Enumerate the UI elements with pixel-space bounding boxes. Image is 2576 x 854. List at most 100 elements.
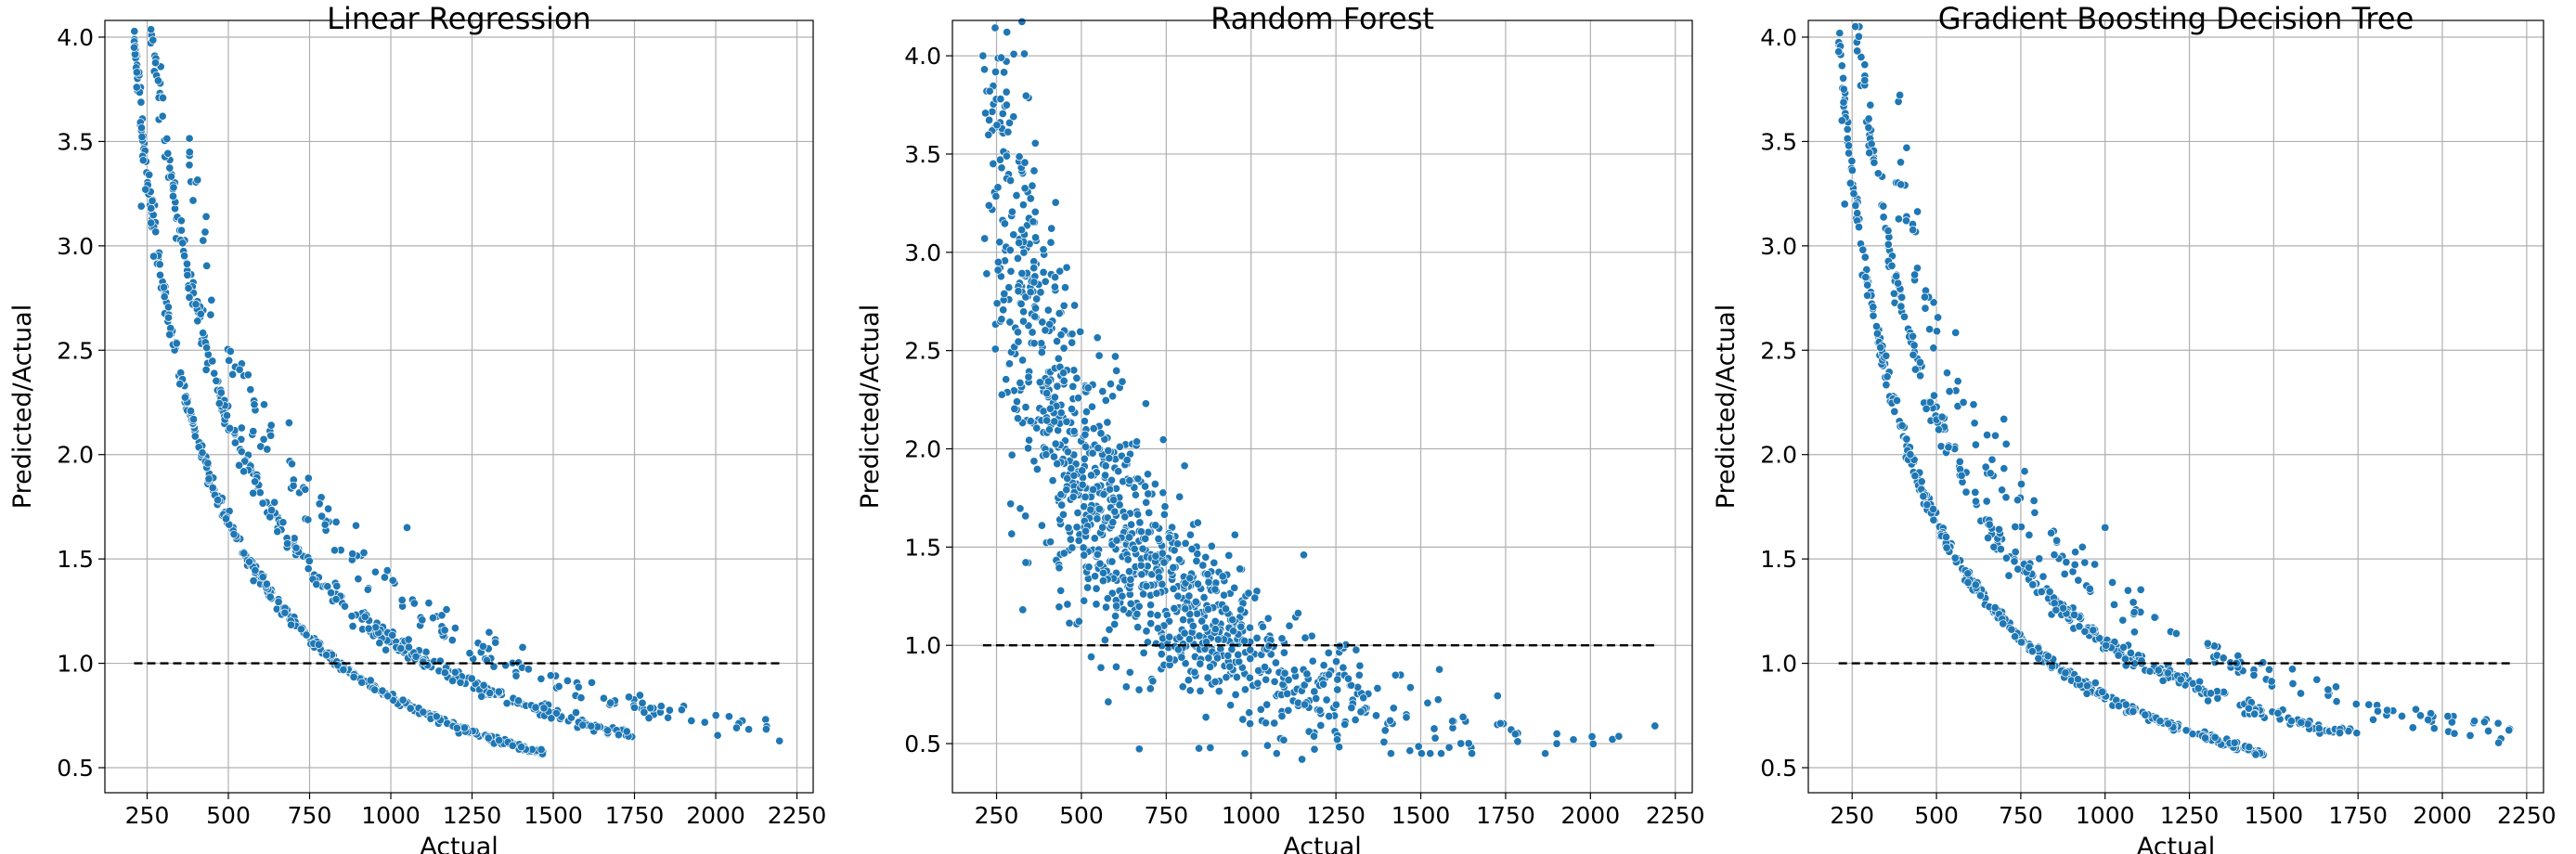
data-point bbox=[1224, 550, 1234, 560]
data-point bbox=[571, 708, 581, 718]
data-point bbox=[2029, 496, 2039, 505]
data-point bbox=[1098, 523, 1107, 532]
data-point bbox=[185, 148, 194, 157]
data-point bbox=[2050, 599, 2059, 608]
data-point bbox=[2352, 729, 2362, 738]
data-point bbox=[226, 423, 235, 433]
x-axis-label: Actual bbox=[1283, 833, 1362, 854]
data-point bbox=[2071, 548, 2080, 557]
data-point bbox=[467, 674, 476, 683]
y-tick-label: 3.5 bbox=[1760, 128, 1797, 155]
data-point bbox=[1152, 589, 1161, 598]
data-point bbox=[984, 130, 993, 139]
data-point bbox=[1041, 277, 1050, 286]
data-point bbox=[1213, 635, 1223, 644]
data-point bbox=[1417, 749, 1426, 758]
data-point bbox=[1063, 447, 1072, 457]
data-point bbox=[995, 155, 1004, 164]
data-point bbox=[1258, 622, 1267, 631]
data-point bbox=[1909, 226, 1918, 235]
data-point bbox=[1103, 594, 1112, 603]
data-point bbox=[1145, 508, 1154, 517]
data-point bbox=[1990, 603, 2000, 613]
data-point bbox=[1263, 614, 1273, 623]
data-point bbox=[388, 576, 397, 585]
data-point bbox=[1099, 489, 1108, 499]
data-point bbox=[1024, 372, 1033, 382]
data-point bbox=[546, 671, 555, 680]
data-point bbox=[1229, 627, 1238, 636]
data-point bbox=[2061, 668, 2070, 678]
data-point bbox=[162, 134, 172, 144]
data-point bbox=[465, 649, 474, 658]
x-tick-label: 500 bbox=[1914, 802, 1959, 829]
data-point bbox=[524, 665, 533, 674]
data-point bbox=[761, 715, 770, 724]
data-point bbox=[993, 265, 1003, 275]
data-point bbox=[1262, 741, 1272, 750]
data-point bbox=[1246, 654, 1255, 664]
data-point bbox=[1080, 596, 1089, 605]
data-point bbox=[1312, 693, 1321, 704]
data-point bbox=[1062, 417, 1071, 426]
data-point bbox=[1879, 201, 1888, 211]
data-point bbox=[1120, 512, 1130, 522]
data-point bbox=[2013, 496, 2023, 505]
data-point bbox=[1279, 648, 1288, 657]
data-point bbox=[1260, 663, 1270, 672]
data-point bbox=[1839, 97, 1848, 107]
data-point bbox=[1016, 299, 1026, 308]
data-point bbox=[2154, 666, 2163, 675]
data-point bbox=[1231, 690, 1240, 699]
data-point bbox=[2303, 719, 2312, 729]
data-point bbox=[1256, 705, 1265, 714]
data-point bbox=[1937, 412, 1947, 421]
data-point bbox=[1587, 731, 1597, 742]
data-point bbox=[1854, 223, 1864, 232]
data-point bbox=[2297, 718, 2306, 727]
data-point bbox=[185, 161, 194, 170]
data-point bbox=[1456, 739, 1466, 748]
data-point bbox=[624, 692, 634, 702]
data-point bbox=[1210, 677, 1220, 687]
data-point bbox=[1180, 628, 1189, 638]
data-point bbox=[1196, 659, 1205, 668]
data-point bbox=[382, 645, 391, 654]
data-point bbox=[304, 564, 313, 574]
y-tick-label: 2.0 bbox=[57, 442, 94, 469]
data-point bbox=[1279, 735, 1288, 744]
data-point bbox=[1204, 653, 1213, 663]
data-point bbox=[1021, 403, 1030, 412]
data-point bbox=[1569, 735, 1578, 744]
data-point bbox=[1246, 719, 1255, 729]
x-tick-label: 1500 bbox=[1392, 802, 1451, 829]
data-point bbox=[2470, 717, 2479, 726]
data-point bbox=[2332, 697, 2341, 706]
data-point bbox=[421, 647, 431, 656]
data-point bbox=[1153, 611, 1162, 620]
subplot-linear-regression: 250 500 750 1000 1250 1500 1750 2000 2250 0.5 1.0 1… bbox=[8, 1, 826, 854]
data-point bbox=[331, 595, 341, 604]
data-point bbox=[1981, 462, 1990, 472]
data-point bbox=[1996, 545, 2005, 554]
data-point bbox=[216, 388, 226, 397]
data-point bbox=[606, 698, 615, 707]
data-point bbox=[1892, 395, 1902, 406]
data-point bbox=[1879, 213, 1888, 222]
data-point bbox=[202, 343, 212, 353]
data-point bbox=[398, 695, 408, 705]
data-point bbox=[202, 261, 212, 270]
y-tick-label: 2.0 bbox=[904, 436, 941, 463]
data-point bbox=[193, 175, 202, 185]
data-point bbox=[1030, 138, 1040, 148]
data-point bbox=[1246, 645, 1255, 654]
data-point bbox=[163, 303, 173, 312]
data-point bbox=[1319, 679, 1328, 689]
data-point bbox=[1018, 201, 1028, 210]
data-point bbox=[1173, 645, 1183, 654]
data-point bbox=[1232, 672, 1241, 682]
data-point bbox=[201, 365, 211, 374]
data-point bbox=[2129, 608, 2139, 617]
data-point bbox=[1468, 749, 1477, 758]
y-tick-label: 4.0 bbox=[1760, 24, 1797, 51]
